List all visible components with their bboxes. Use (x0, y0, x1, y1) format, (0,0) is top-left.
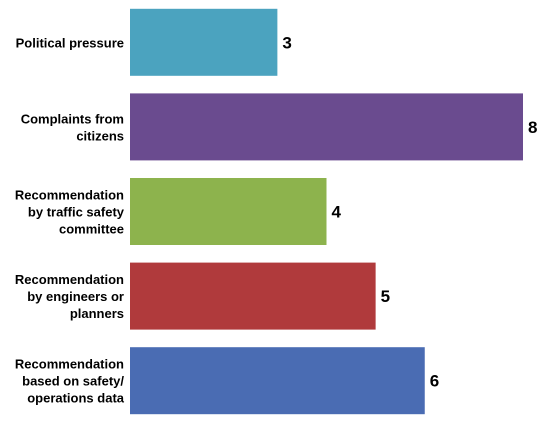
category-label-line: by traffic safety (28, 205, 125, 220)
bar-5 (130, 347, 425, 415)
value-label-2: 8 (528, 118, 537, 137)
category-label-line: Recommendation (15, 357, 124, 372)
category-label-3: Recommendation by traffic safety committee (15, 188, 125, 237)
bar-1 (130, 8, 278, 76)
category-label-line: citizens (76, 128, 124, 143)
category-label-5: Recommendation based on safety/operations… (15, 357, 125, 406)
category-label-1: Political pressure (16, 35, 124, 50)
category-label-line: Complaints from (21, 111, 124, 126)
value-label-4: 5 (381, 287, 390, 306)
category-label-line: based on safety/ (22, 374, 124, 389)
category-label-line: Recommendation (15, 272, 124, 287)
bar-3 (130, 178, 327, 245)
category-label-2: Complaints from citizens (21, 111, 124, 143)
category-label-line: Recommendation (15, 188, 124, 203)
category-label-line: operations data (27, 391, 125, 406)
bar-4 (130, 262, 376, 330)
category-label-line: Political pressure (16, 35, 124, 50)
bar-2 (130, 93, 523, 161)
value-label-3: 4 (332, 203, 342, 222)
category-label-line: planners (70, 306, 124, 321)
value-label-1: 3 (282, 33, 291, 52)
value-label-5: 6 (430, 372, 439, 391)
category-label-4: Recommendation by engineers or planners (15, 272, 124, 321)
category-label-line: committee (59, 222, 124, 237)
category-label-line: by engineers or (27, 289, 124, 304)
